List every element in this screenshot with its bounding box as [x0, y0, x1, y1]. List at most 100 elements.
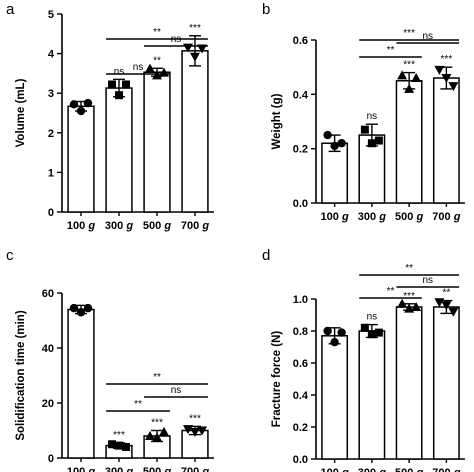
x-tick-label: 500 g	[143, 220, 171, 232]
data-point	[434, 298, 445, 308]
comparison-label: **	[405, 263, 413, 274]
data-point	[145, 63, 155, 73]
panel-label: d	[262, 247, 270, 264]
y-tick-label: 20	[42, 398, 54, 410]
data-point	[448, 82, 459, 92]
data-point	[197, 44, 207, 54]
x-tick-value: 100	[67, 466, 85, 472]
bar-annotation: ***	[403, 60, 415, 71]
comparison-label: ns	[422, 31, 433, 42]
y-tick-label: 1.0	[293, 294, 308, 306]
data-point	[190, 427, 200, 437]
panel-label: c	[6, 247, 14, 264]
x-tick-unit: g	[163, 466, 171, 472]
x-tick-value: 500	[395, 211, 413, 223]
bar	[143, 71, 171, 213]
x-tick-value: 500	[143, 466, 161, 472]
data-point	[404, 83, 415, 93]
y-tick-label: 0.6	[293, 35, 308, 47]
x-tick-unit: g	[415, 211, 423, 223]
data-point	[411, 73, 422, 83]
data-point	[115, 91, 123, 100]
x-tick-label: 300 g	[358, 211, 386, 223]
bar-annotation: ***	[151, 418, 163, 429]
x-tick-label: 700 g	[432, 467, 460, 472]
y-tick-label: 0.2	[293, 422, 308, 434]
data-point	[374, 328, 383, 337]
bar-annotation: ***	[189, 413, 201, 424]
y-tick-label: 40	[42, 343, 54, 355]
comparison-label: **	[153, 372, 161, 383]
x-tick-value: 700	[432, 211, 450, 223]
y-axis-label: Volume (mL)	[15, 78, 27, 147]
panel-label: b	[262, 1, 270, 18]
data-point	[330, 141, 339, 151]
data-point	[360, 323, 369, 332]
data-point	[159, 426, 169, 436]
x-tick-value: 300	[105, 220, 123, 232]
data-point	[411, 302, 422, 311]
comparison-label: **	[134, 399, 142, 410]
x-tick-unit: g	[201, 466, 209, 472]
y-tick-label: 0.6	[293, 358, 308, 370]
data-point	[397, 298, 408, 308]
bar	[181, 50, 209, 213]
x-tick-label: 100 g	[321, 467, 349, 472]
y-axis-label: Solidification time (min)	[15, 310, 27, 441]
x-tick-label: 100 g	[321, 211, 349, 223]
x-tick-unit: g	[125, 220, 133, 232]
bar-annotation: ***	[441, 54, 453, 65]
y-tick-label: 4	[48, 49, 55, 61]
bar-annotation: ***	[113, 430, 125, 441]
bar-annotation: ***	[189, 23, 201, 34]
data-point	[337, 139, 346, 148]
panel-d: d 0.0 0.2 0.4 0.6 0.8 1.0 Fracture force (N) 100…	[262, 247, 465, 472]
x-tick-value: 300	[358, 211, 376, 223]
data-point	[183, 425, 193, 435]
x-tick-label: 100 g	[67, 466, 95, 472]
bar-annotation: ns	[367, 312, 378, 323]
data-point	[76, 106, 86, 116]
x-tick-unit: g	[87, 220, 95, 232]
bar	[358, 330, 386, 460]
data-point	[76, 308, 86, 317]
x-tick-value: 100	[67, 220, 85, 232]
x-tick-unit: g	[341, 211, 349, 223]
data-point	[397, 70, 408, 80]
bar	[321, 142, 349, 204]
data-point	[83, 303, 93, 313]
x-tick-value: 100	[321, 467, 339, 472]
bar	[105, 87, 133, 213]
data-point	[83, 98, 93, 108]
y-tick-label: 0.4	[293, 89, 309, 101]
x-tick-unit: g	[125, 466, 133, 472]
x-tick-unit: g	[378, 467, 386, 472]
data-point	[108, 440, 116, 449]
y-tick-label: 0	[48, 453, 54, 465]
comparison-label: **	[387, 45, 395, 56]
x-tick-unit: g	[378, 211, 386, 223]
x-tick-value: 700	[181, 466, 199, 472]
bar	[67, 105, 95, 213]
bar	[395, 306, 423, 460]
data-point	[152, 70, 162, 80]
x-tick-label: 500 g	[143, 466, 171, 472]
x-tick-value: 500	[395, 467, 413, 472]
panel-label: a	[6, 1, 15, 18]
x-tick-label: 300 g	[105, 466, 133, 472]
y-tick-label: 0.4	[293, 390, 309, 402]
x-tick-value: 500	[143, 220, 161, 232]
bar	[67, 308, 95, 459]
bar-annotation: **	[153, 55, 161, 66]
comparison-label: **	[387, 286, 395, 297]
x-tick-unit: g	[201, 220, 209, 232]
y-tick-label: 0	[48, 207, 54, 219]
y-tick-label: 0.0	[293, 198, 308, 210]
x-tick-value: 700	[181, 220, 199, 232]
data-point	[323, 326, 332, 336]
x-tick-label: 700 g	[432, 211, 460, 223]
x-tick-unit: g	[415, 467, 423, 472]
